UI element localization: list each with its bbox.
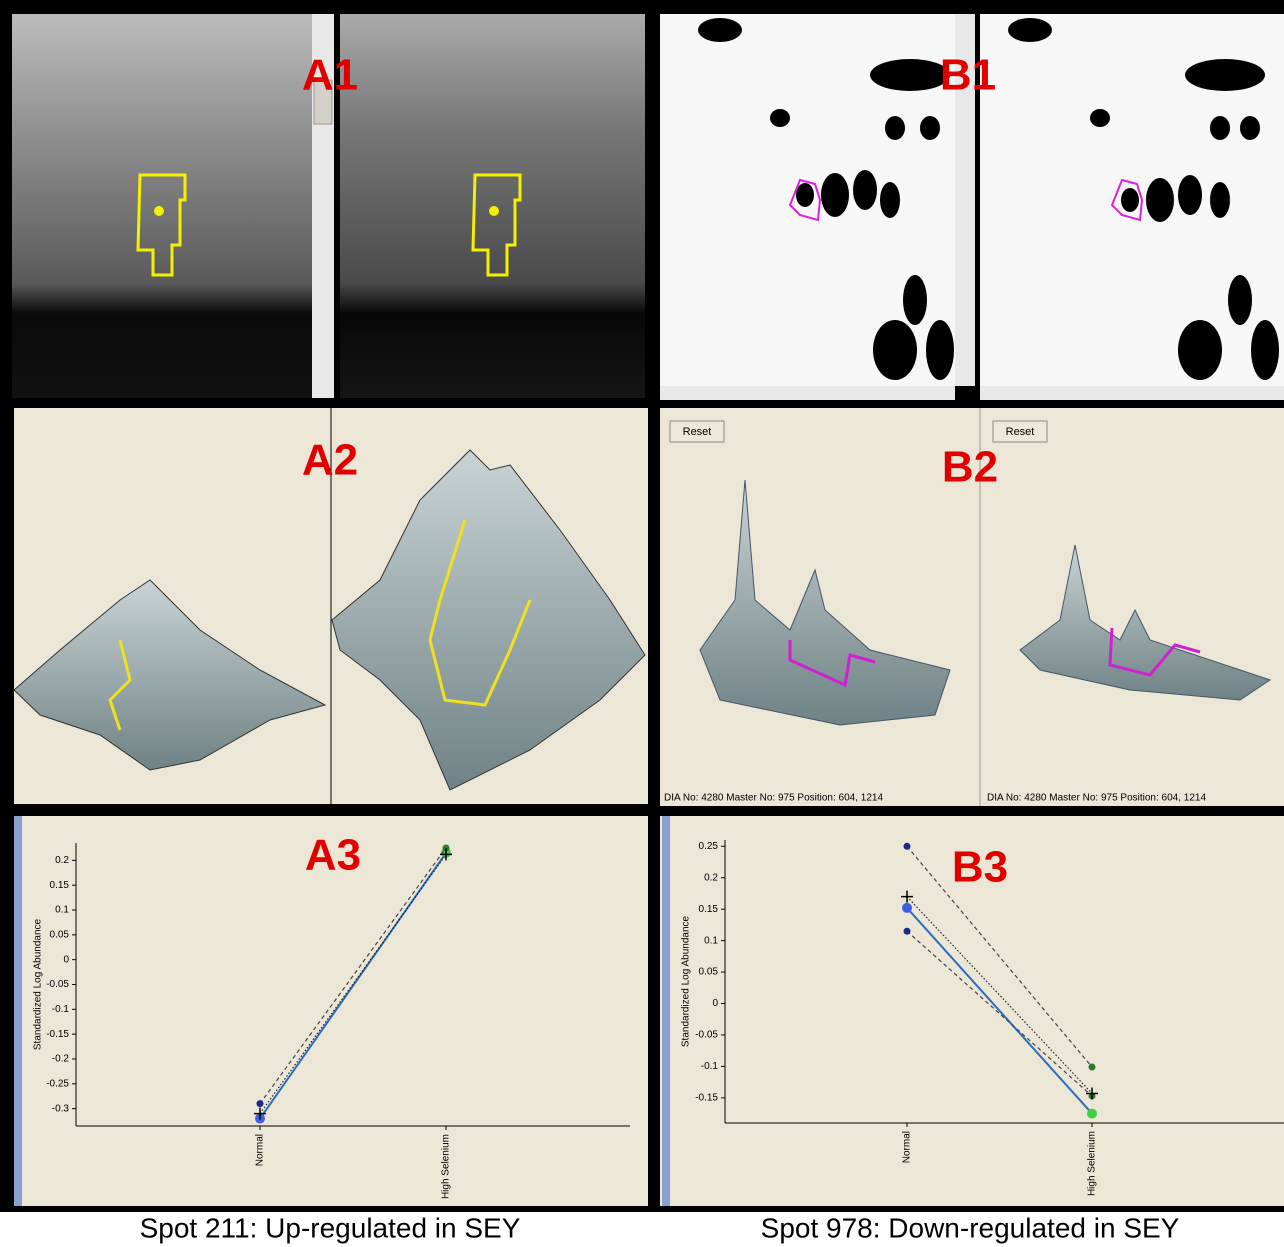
reset-label[interactable]: Reset: [683, 426, 712, 438]
chart-panel: [14, 816, 648, 1206]
panel-label: B1: [940, 51, 996, 100]
panel-label: A2: [302, 436, 358, 485]
status-text: DIA No: 4280 Master No: 975 Position: 60…: [664, 793, 883, 804]
y-tick-label: 0.25: [699, 841, 719, 852]
side-stripe: [14, 816, 22, 1206]
panel-label: B3: [952, 843, 1008, 892]
data-point: [903, 927, 911, 935]
y-tick-label: -0.25: [46, 1078, 69, 1089]
y-tick-label: 0.15: [699, 904, 719, 915]
mean-marker: [901, 890, 913, 903]
x-tick-label: Normal: [902, 1131, 913, 1163]
side-stripe: [662, 816, 670, 1206]
y-axis-title: Standardized Log Abundance: [33, 918, 44, 1050]
status-text: DIA No: 4280 Master No: 975 Position: 60…: [987, 793, 1206, 804]
y-tick-label: -0.1: [52, 1004, 70, 1015]
panel-label: A3: [305, 831, 361, 880]
data-point: [903, 842, 911, 850]
surface: [699, 479, 951, 726]
reset-button[interactable]: [669, 420, 725, 443]
spot-outline: [471, 173, 522, 277]
data-point: [902, 902, 912, 913]
y-tick-label: 0.2: [704, 872, 718, 883]
spot-outline: [136, 173, 187, 277]
series-line: [906, 845, 1093, 1068]
spot-outline: [1110, 178, 1144, 222]
mean-marker: [440, 848, 452, 861]
data-point: [442, 844, 450, 852]
spot-outline: [108, 639, 132, 731]
scroll-thumb: [313, 79, 333, 125]
caption-band: [0, 1212, 1284, 1247]
panel-label: A1: [302, 51, 358, 100]
series-line: [259, 847, 447, 1105]
mean-marker: [1086, 1087, 1098, 1100]
data-point: [256, 1100, 264, 1108]
caption: Spot 211: Up-regulated in SEY: [140, 1212, 521, 1243]
spot-outline: [788, 178, 822, 222]
y-tick-label: 0.05: [50, 929, 70, 940]
spot-outline: [1108, 627, 1201, 677]
reset-button[interactable]: [992, 420, 1048, 443]
surface-view: [660, 408, 1284, 806]
gel-image: [340, 14, 645, 398]
y-tick-label: -0.3: [52, 1103, 70, 1114]
data-point: [1088, 1063, 1096, 1071]
spot-outline: [788, 640, 876, 688]
y-tick-label: -0.1: [701, 1061, 719, 1072]
series-line: [906, 930, 1093, 1097]
y-tick-label: -0.2: [52, 1054, 70, 1065]
y-tick-label: -0.15: [46, 1029, 69, 1040]
surface: [1019, 544, 1272, 701]
x-tick-label: High Selenium: [1087, 1131, 1098, 1196]
scrollbar: [980, 386, 1284, 400]
y-axis-title: Standardized Log Abundance: [681, 915, 692, 1047]
y-tick-label: 0.15: [50, 880, 70, 891]
y-tick-label: 0.1: [55, 905, 69, 916]
data-point: [1087, 1108, 1097, 1119]
y-tick-label: 0: [63, 954, 69, 965]
reset-label[interactable]: Reset: [1006, 426, 1035, 438]
caption: Spot 978: Down-regulated in SEY: [761, 1212, 1180, 1243]
series-line: [906, 907, 1093, 1115]
spot-outline: [428, 519, 532, 707]
mean-marker: [254, 1107, 266, 1120]
spot-center: [154, 206, 164, 216]
y-tick-label: -0.05: [46, 979, 69, 990]
y-tick-label: -0.15: [695, 1092, 718, 1103]
x-tick-label: High Selenium: [441, 1134, 452, 1199]
series-line: [259, 854, 447, 1114]
scrollbar: [660, 386, 955, 400]
y-tick-label: 0.05: [699, 967, 719, 978]
chart-panel: [660, 816, 1284, 1206]
panel-label: B2: [942, 443, 998, 492]
gel-spots: [698, 18, 1279, 380]
scrollbar: [955, 14, 975, 386]
surface: [331, 449, 646, 791]
surface: [13, 579, 327, 771]
spot-center: [489, 206, 499, 216]
y-tick-label: 0.2: [55, 855, 69, 866]
gel-image: [12, 14, 312, 398]
x-tick-label: Normal: [255, 1134, 266, 1166]
series-line: [906, 896, 1093, 1094]
y-tick-label: -0.05: [695, 1030, 718, 1041]
y-tick-label: 0.1: [704, 935, 718, 946]
y-tick-label: 0: [712, 998, 718, 1009]
